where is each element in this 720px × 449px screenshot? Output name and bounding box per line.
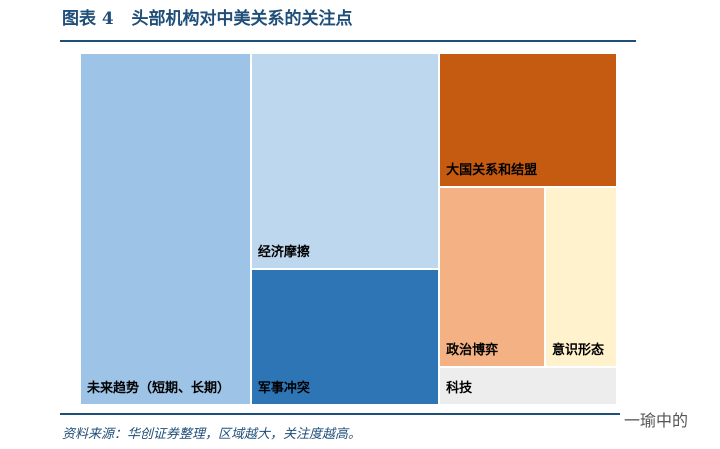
tile-label: 经济摩擦: [257, 245, 310, 261]
treemap-tile: 未来趋势（短期、长期）: [80, 53, 251, 405]
tile-label: 科技: [446, 380, 473, 396]
tile-label: 意识形态: [551, 343, 604, 359]
treemap-tile: 科技: [439, 367, 617, 405]
source-note: 资料来源：华创证券整理，区域越大，关注度越高。: [62, 427, 362, 442]
treemap-tile: 政治博弈: [439, 187, 545, 368]
treemap-tile: 大国关系和结盟: [439, 53, 617, 188]
watermark: 一瑜中的: [620, 405, 693, 433]
treemap-tile: 军事冲突: [250, 269, 440, 405]
tile-label: 大国关系和结盟: [446, 163, 538, 179]
chart-title: 图表 4 头部机构对中美关系的关注点: [62, 9, 353, 29]
tile-label: 政治博弈: [446, 343, 499, 359]
treemap-tile: 经济摩擦: [250, 53, 440, 270]
footer-rule: [60, 413, 636, 415]
treemap-tile: 意识形态: [544, 187, 617, 368]
tile-label: 军事冲突: [257, 380, 310, 396]
title-rule: [60, 40, 636, 42]
treemap: 未来趋势（短期、长期） 经济摩擦军事冲突 大国关系和结盟 政治博弈 意识形态科技: [80, 53, 617, 405]
tile-label: 未来趋势（短期、长期）: [87, 381, 231, 396]
